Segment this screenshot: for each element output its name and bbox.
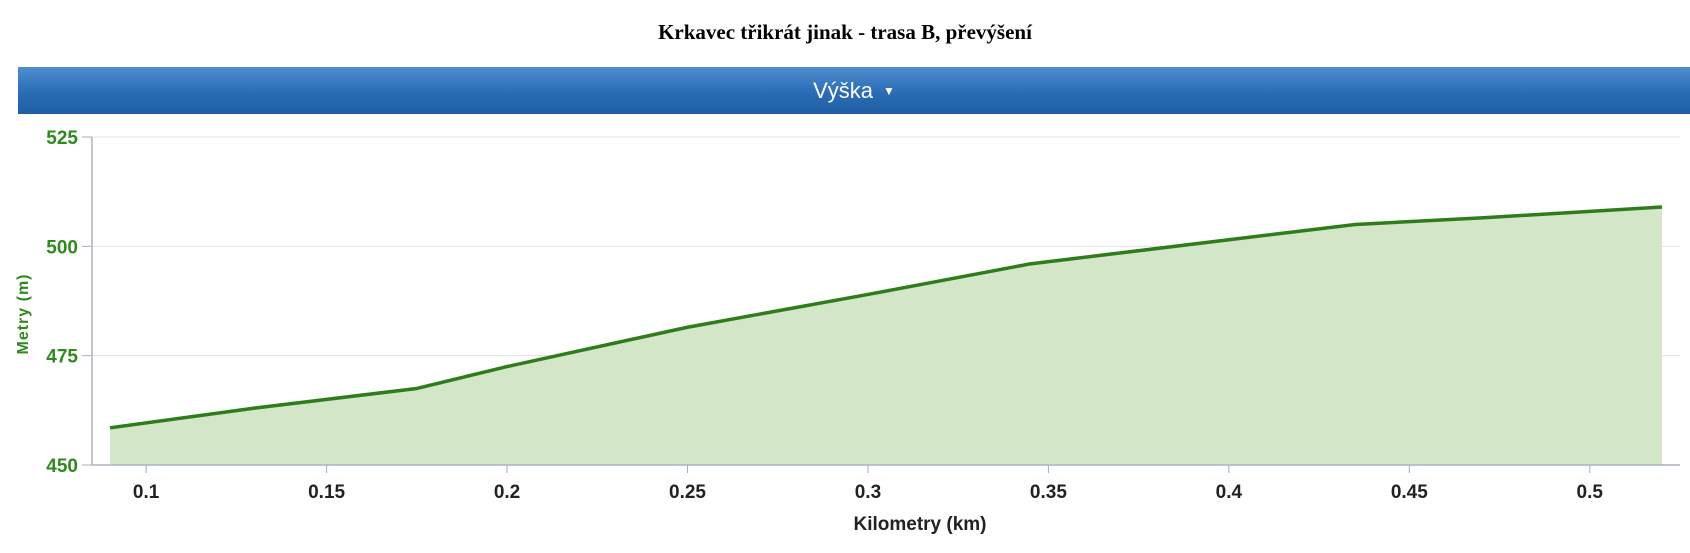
- y-tick-label: 475: [46, 347, 78, 368]
- x-tick-label: 0.1: [133, 482, 160, 503]
- x-tick-label: 0.25: [669, 482, 706, 503]
- elevation-dropdown[interactable]: Výška ▼: [18, 67, 1690, 114]
- x-axis-title: Kilometry (km): [853, 514, 986, 535]
- elevation-area-fill: [110, 206, 1662, 465]
- elevation-line: [109, 205, 1663, 430]
- x-tick-label: 0.35: [1030, 482, 1067, 503]
- dropdown-label: Výška: [813, 77, 874, 103]
- x-tick-label: 0.2: [494, 482, 520, 503]
- x-tick-label: 0.15: [308, 482, 345, 503]
- area-layer: [109, 205, 1663, 465]
- y-tick-label: 450: [46, 456, 78, 477]
- x-tick-label: 0.45: [1391, 482, 1428, 503]
- x-tick-label: 0.3: [855, 482, 881, 503]
- y-tick-label: 525: [46, 128, 78, 149]
- y-axis-title: Metry (m): [15, 273, 32, 354]
- page-title: Krkavec třikrát jinak - trasa B, převýše…: [658, 20, 1032, 44]
- caret-down-icon: ▼: [883, 83, 895, 98]
- x-tick-label: 0.5: [1577, 482, 1604, 503]
- y-tick-labels: 450 475 500 525: [46, 128, 78, 477]
- x-tick-labels: 0.1 0.15 0.2 0.25 0.3 0.35 0.4 0.45 0.5: [133, 482, 1603, 503]
- axes: [91, 137, 1680, 466]
- x-tick-label: 0.4: [1216, 482, 1243, 503]
- y-tick-label: 500: [46, 237, 78, 258]
